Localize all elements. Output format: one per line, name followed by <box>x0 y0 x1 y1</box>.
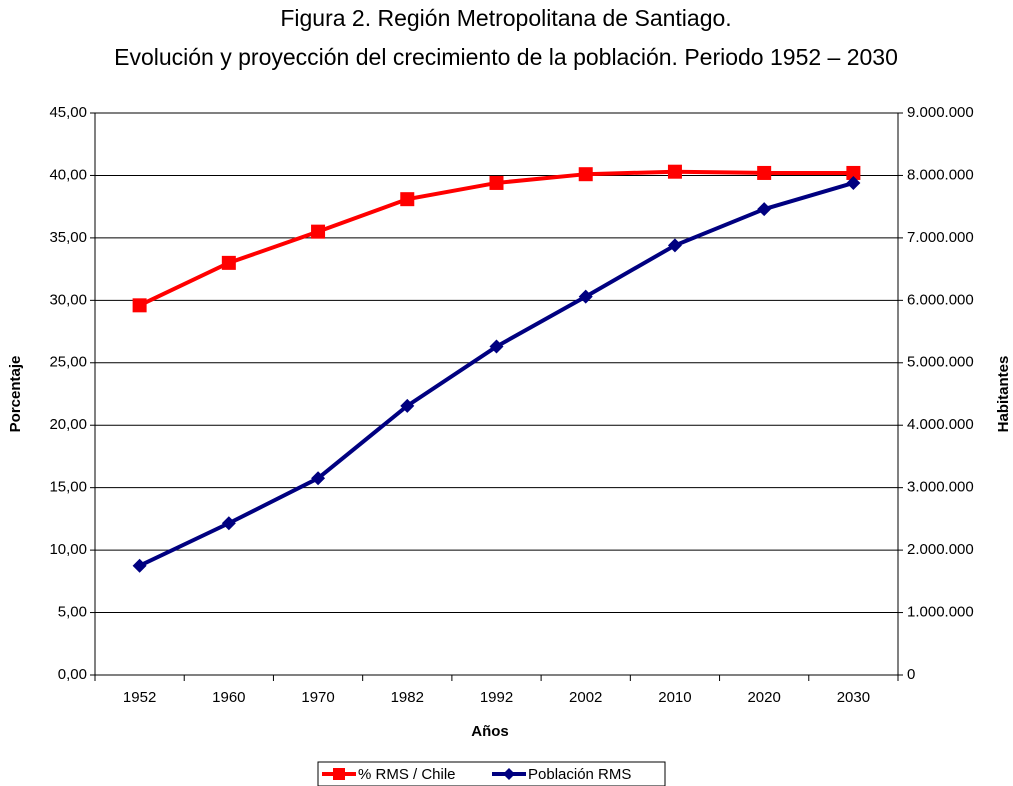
y-tick-label: 15,00 <box>49 479 87 496</box>
x-axis-label: Años <box>471 723 509 740</box>
y-tick-label: 40,00 <box>49 166 87 183</box>
marker <box>221 516 236 531</box>
marker <box>132 298 147 313</box>
x-tick-label: 2002 <box>569 689 602 706</box>
x-tick-label: 1960 <box>212 689 245 706</box>
y-tick-label: 0,00 <box>58 666 87 683</box>
marker <box>846 165 861 180</box>
legend-label: % RMS / Chile <box>358 766 456 783</box>
marker <box>400 192 415 207</box>
marker <box>221 255 236 270</box>
y-tick-label: 5,00 <box>58 604 87 621</box>
plot-frame <box>94 112 899 676</box>
legend-label: Población RMS <box>528 766 631 783</box>
marker <box>489 175 504 190</box>
y2-tick-label: 8.000.000 <box>907 166 974 183</box>
marker <box>400 398 415 413</box>
legend-marker <box>503 768 515 780</box>
legend-box <box>317 761 666 786</box>
x-tick-label: 1992 <box>480 689 513 706</box>
marker <box>846 175 861 190</box>
marker <box>311 224 326 239</box>
y-tick-label: 25,00 <box>49 354 87 371</box>
y-axis-label: Porcentaje <box>7 356 24 433</box>
chart-title: Figura 2. Región Metropolitana de Santia… <box>280 5 731 31</box>
x-tick-label: 1952 <box>123 689 156 706</box>
y2-tick-label: 0 <box>907 666 915 683</box>
y2-axis-label: Habitantes <box>995 356 1012 433</box>
y-tick-label: 10,00 <box>49 541 87 558</box>
marker <box>757 202 772 217</box>
y2-tick-label: 9.000.000 <box>907 104 974 121</box>
marker <box>311 471 326 486</box>
marker <box>489 339 504 354</box>
series-line <box>138 169 854 308</box>
x-tick-label: 2020 <box>747 689 780 706</box>
y2-tick-label: 6.000.000 <box>907 291 974 308</box>
y2-tick-label: 4.000.000 <box>907 416 974 433</box>
y-tick-label: 45,00 <box>49 104 87 121</box>
x-tick-label: 1970 <box>301 689 334 706</box>
chart-subtitle: Evolución y proyección del crecimiento d… <box>114 44 898 70</box>
y-tick-label: 35,00 <box>49 229 87 246</box>
marker <box>667 238 682 253</box>
x-tick-label: 1982 <box>391 689 424 706</box>
marker <box>578 289 593 304</box>
x-tick-label: 2030 <box>837 689 870 706</box>
legend-marker <box>333 768 345 780</box>
x-tick-label: 2010 <box>658 689 691 706</box>
marker <box>578 167 593 182</box>
marker <box>667 164 682 179</box>
y-tick-label: 30,00 <box>49 291 87 308</box>
y2-tick-label: 7.000.000 <box>907 229 974 246</box>
y2-tick-label: 5.000.000 <box>907 354 974 371</box>
marker <box>757 165 772 180</box>
series-line <box>138 181 854 568</box>
y2-tick-label: 1.000.000 <box>907 604 974 621</box>
marker <box>132 558 147 573</box>
y-tick-label: 20,00 <box>49 416 87 433</box>
y2-tick-label: 2.000.000 <box>907 541 974 558</box>
y2-tick-label: 3.000.000 <box>907 479 974 496</box>
